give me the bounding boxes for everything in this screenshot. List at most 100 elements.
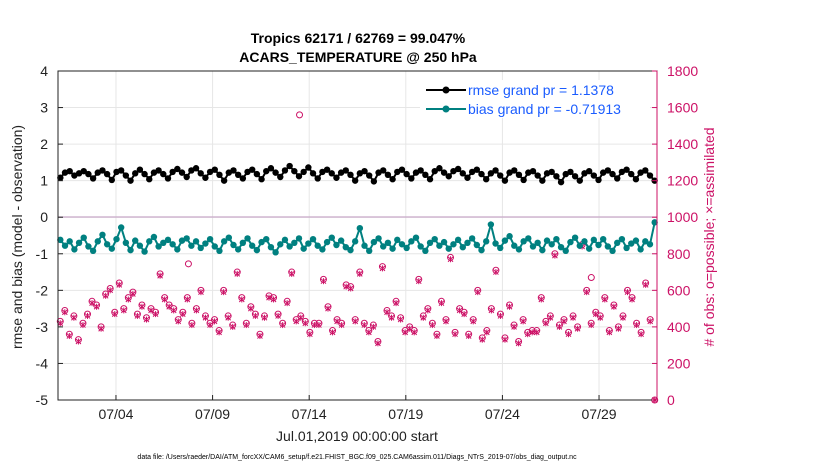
- bias-point: [440, 238, 448, 246]
- obs-assimilated-point: [533, 329, 540, 336]
- obs-assimilated-point: [547, 314, 554, 321]
- bias-point: [57, 236, 64, 244]
- obs-assimilated-point: [325, 305, 331, 312]
- rmse-point: [604, 167, 612, 174]
- rmse-point: [305, 164, 312, 171]
- rmse-point: [351, 177, 359, 184]
- obs-assimilated-point: [184, 296, 191, 303]
- bias-point: [239, 239, 247, 247]
- obs-assimilated-point: [293, 318, 300, 325]
- bias-point: [468, 235, 476, 242]
- obs-assimilated-point: [334, 318, 340, 325]
- right-tick-label: 1600: [667, 100, 698, 116]
- bias-point: [389, 245, 396, 252]
- obs-assimilated-point: [243, 322, 250, 329]
- bias-point: [136, 242, 144, 249]
- obs-assimilated-point: [302, 320, 309, 327]
- y-axis-label-left: rmse and bias (model - observation): [9, 125, 25, 349]
- bias-point: [328, 234, 335, 241]
- bias-point: [478, 246, 485, 254]
- bias-point: [300, 245, 307, 252]
- bias-point: [506, 233, 513, 240]
- rmse-point: [497, 172, 504, 179]
- obs-assimilated-point: [216, 329, 222, 336]
- obs-assimilated-point: [238, 296, 245, 303]
- rmse-point: [534, 172, 541, 179]
- rmse-point: [234, 171, 242, 179]
- bias-point: [314, 242, 321, 249]
- rmse-point: [529, 167, 537, 175]
- bias-point: [539, 246, 546, 254]
- obs-assimilated-point: [565, 331, 572, 338]
- obs-assimilated-point: [370, 323, 377, 330]
- obs-assimilated-point: [402, 329, 409, 336]
- rmse-point: [249, 166, 256, 173]
- rmse-series: [57, 162, 658, 186]
- rmse-point: [267, 165, 275, 172]
- rmse-point: [263, 167, 270, 175]
- rmse-point: [384, 171, 392, 179]
- obs-assimilated-point: [89, 300, 95, 307]
- bias-point: [614, 239, 621, 247]
- bias-point: [464, 239, 471, 247]
- obs-assimilated-point: [597, 314, 604, 321]
- obs-assimilated-point: [207, 322, 213, 329]
- left-tick-label: 4: [40, 63, 48, 79]
- obs-assimilated-point: [647, 318, 654, 325]
- left-tick-label: -2: [36, 282, 49, 298]
- rmse-point: [436, 165, 443, 172]
- obs-assimilated-point: [261, 314, 268, 321]
- bias-point: [347, 246, 354, 254]
- rmse-point: [557, 178, 565, 186]
- bias-point: [426, 239, 434, 247]
- rmse-point: [239, 175, 247, 182]
- obs-assimilated-point: [198, 289, 204, 296]
- obs-assimilated-point: [356, 270, 363, 277]
- rmse-point: [258, 176, 265, 183]
- rmse-point: [164, 175, 172, 182]
- bias-point: [267, 243, 275, 251]
- bias-point: [557, 243, 565, 251]
- obs-assimilated-point: [529, 329, 536, 336]
- obs-assimilated-point: [365, 329, 372, 336]
- rmse-point: [361, 167, 368, 175]
- rmse-point: [492, 167, 499, 174]
- rmse-point: [108, 176, 116, 184]
- bias-point: [188, 242, 195, 249]
- obs-assimilated-point: [515, 340, 522, 347]
- legend-rmse-marker: [442, 86, 450, 94]
- obs-assimilated-point: [502, 336, 508, 343]
- bias-point: [80, 234, 87, 241]
- obs-assimilated-point: [556, 323, 563, 330]
- rmse-point: [459, 170, 466, 177]
- obs-assimilated-point: [234, 270, 241, 277]
- rmse-point: [57, 174, 64, 181]
- obs-assimilated-point: [252, 312, 259, 319]
- obs-assimilated-point: [443, 318, 449, 325]
- rmse-point: [216, 171, 223, 179]
- bias-point: [281, 236, 289, 244]
- obs-assimilated-point: [211, 318, 218, 325]
- bias-point: [141, 248, 148, 255]
- obs-assimilated-point: [347, 285, 354, 292]
- obs-assimilated-point: [633, 322, 640, 329]
- obs-assimilated-point: [84, 312, 91, 319]
- x-tick-label: 07/29: [582, 406, 617, 422]
- obs-assimilated-point: [130, 290, 136, 297]
- obs-assimilated-point: [438, 300, 445, 307]
- bias-point: [122, 239, 130, 247]
- rmse-point: [553, 173, 560, 180]
- bias-point: [492, 240, 499, 247]
- bias-point: [436, 242, 443, 249]
- bias-point: [604, 243, 612, 250]
- x-tick-label: 07/04: [98, 406, 133, 422]
- bias-point: [249, 242, 256, 249]
- obs-assimilated-point: [179, 311, 186, 318]
- bias-point: [431, 235, 438, 243]
- obs-assimilated-point: [379, 265, 386, 272]
- rmse-point: [85, 170, 92, 178]
- obs-assimilated-point: [411, 329, 418, 336]
- obs-possible-point: [296, 111, 304, 119]
- rmse-point: [632, 176, 640, 183]
